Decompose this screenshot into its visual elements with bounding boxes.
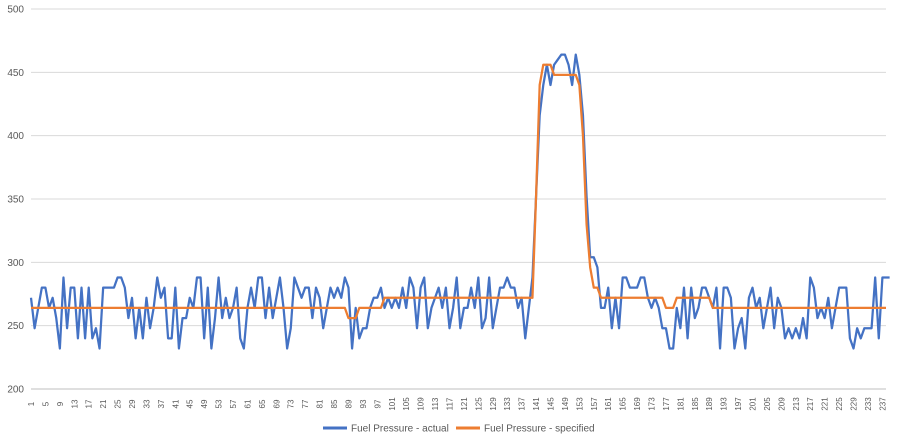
- series-line-specified: [31, 63, 886, 320]
- x-tick-label: 13: [70, 399, 79, 408]
- x-tick-label: 141: [532, 397, 541, 411]
- x-tick-label: 41: [171, 399, 180, 408]
- x-tick-label: 25: [114, 399, 123, 408]
- x-tick-label: 197: [734, 397, 743, 411]
- x-tick-label: 109: [417, 397, 426, 411]
- x-tick-label: 69: [272, 399, 281, 408]
- x-tick-label: 73: [287, 399, 296, 408]
- x-tick-label: 85: [330, 399, 339, 408]
- x-tick-label: 217: [806, 397, 815, 411]
- x-tick-label: 101: [388, 397, 397, 411]
- x-tick-label: 229: [850, 397, 859, 411]
- x-tick-label: 121: [460, 397, 469, 411]
- x-tick-label: 29: [128, 399, 137, 408]
- legend-item-actual: Fuel Pressure - actual: [323, 424, 449, 435]
- legend: Fuel Pressure - actual Fuel Pressure - s…: [323, 424, 595, 435]
- x-tick-label: 185: [691, 397, 700, 411]
- x-tick-label: 165: [619, 397, 628, 411]
- x-tick-label: 137: [518, 397, 527, 411]
- x-tick-label: 45: [186, 399, 195, 408]
- x-tick-label: 77: [301, 399, 310, 408]
- x-tick-label: 49: [200, 399, 209, 408]
- x-tick-label: 237: [878, 397, 887, 411]
- y-tick-label: 250: [7, 321, 24, 332]
- x-tick-label: 173: [648, 397, 657, 411]
- x-tick-label: 9: [56, 401, 65, 406]
- y-tick-label: 500: [7, 5, 24, 16]
- x-tick-label: 113: [431, 397, 440, 410]
- x-tick-label: 21: [99, 399, 108, 408]
- x-tick-label: 201: [749, 397, 758, 411]
- legend-label-actual: Fuel Pressure - actual: [351, 424, 449, 435]
- x-tick-label: 189: [705, 397, 714, 411]
- x-tick-label: 221: [821, 397, 830, 411]
- y-tick-label: 350: [7, 195, 24, 206]
- x-tick-label: 65: [258, 399, 267, 408]
- x-tick-label: 17: [85, 399, 94, 408]
- x-tick-label: 129: [489, 397, 498, 411]
- x-tick-label: 133: [503, 397, 512, 411]
- x-tick-label: 193: [720, 397, 729, 411]
- gridlines: [31, 8, 886, 390]
- x-tick-label: 5: [41, 401, 50, 406]
- series-line-actual: [29, 53, 890, 350]
- x-tick-label: 177: [662, 397, 671, 411]
- x-tick-label: 117: [445, 397, 454, 410]
- x-tick-label: 37: [157, 399, 166, 408]
- y-tick-label: 200: [7, 385, 24, 396]
- x-tick-label: 1: [27, 401, 36, 406]
- y-tick-label: 400: [7, 131, 24, 142]
- series-lines: [29, 53, 890, 350]
- x-axis-ticks: 1 5 9 13 17 21 25 29 33 37 41 45 49 53 57 61 65 69 73 77 81 8…: [27, 397, 887, 411]
- x-tick-label: 105: [402, 397, 411, 411]
- x-tick-label: 233: [864, 397, 873, 411]
- y-axis-ticks: 200 250 300 350 400 450 500: [7, 5, 24, 396]
- y-tick-label: 300: [7, 258, 24, 269]
- y-tick-label: 450: [7, 68, 24, 79]
- x-tick-label: 61: [243, 399, 252, 408]
- x-tick-label: 89: [344, 399, 353, 408]
- x-tick-label: 153: [575, 397, 584, 411]
- x-tick-label: 225: [835, 397, 844, 411]
- x-tick-label: 205: [763, 397, 772, 411]
- x-tick-label: 53: [215, 399, 224, 408]
- legend-item-specified: Fuel Pressure - specified: [456, 424, 595, 435]
- x-tick-label: 33: [142, 399, 151, 408]
- x-tick-label: 57: [229, 399, 238, 408]
- x-tick-label: 81: [316, 399, 325, 408]
- x-tick-label: 169: [633, 397, 642, 411]
- x-tick-label: 145: [546, 397, 555, 411]
- x-tick-label: 213: [792, 397, 801, 411]
- x-tick-label: 125: [474, 397, 483, 411]
- x-tick-label: 149: [561, 397, 570, 411]
- x-tick-label: 97: [373, 399, 382, 408]
- x-tick-label: 209: [777, 397, 786, 411]
- legend-label-specified: Fuel Pressure - specified: [484, 424, 595, 435]
- x-tick-label: 181: [676, 397, 685, 411]
- x-tick-label: 93: [359, 399, 368, 408]
- x-tick-label: 161: [604, 397, 613, 411]
- x-tick-label: 157: [590, 397, 599, 411]
